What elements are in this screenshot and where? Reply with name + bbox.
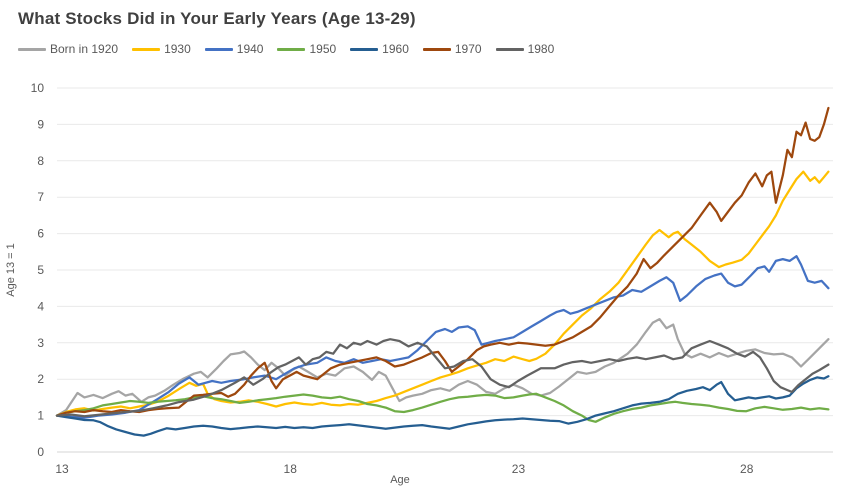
legend-swatch-icon bbox=[18, 47, 46, 51]
legend-swatch-icon bbox=[204, 47, 233, 51]
legend-label: 1960 bbox=[382, 42, 409, 56]
legend-item-1930: 1930 bbox=[132, 42, 191, 56]
legend-item-1950: 1950 bbox=[277, 42, 336, 56]
legend-swatch-icon bbox=[132, 47, 161, 51]
y-tick-label-7: 7 bbox=[37, 190, 44, 204]
legend-swatch-icon bbox=[422, 47, 451, 51]
legend-label: 1970 bbox=[454, 42, 482, 56]
y-tick-label-4: 4 bbox=[37, 299, 44, 313]
legend-label: 1930 bbox=[164, 42, 191, 56]
x-tick-label-18: 18 bbox=[284, 462, 298, 476]
legend-swatch-icon bbox=[277, 47, 306, 51]
y-tick-label-8: 8 bbox=[37, 154, 44, 168]
x-axis-title: Age bbox=[390, 474, 410, 486]
legend-swatch-icon bbox=[495, 47, 524, 51]
legend-item-1940: 1940 bbox=[204, 42, 264, 56]
legend-item-1970: 1970 bbox=[422, 42, 482, 56]
y-tick-label-5: 5 bbox=[37, 263, 44, 277]
x-tick-label-13: 13 bbox=[55, 462, 69, 476]
legend-label: 1950 bbox=[309, 42, 337, 56]
legend-label: 1980 bbox=[527, 42, 555, 56]
x-tick-label-28: 28 bbox=[740, 462, 754, 476]
y-tick-label-6: 6 bbox=[37, 227, 44, 241]
chart-title: What Stocks Did in Your Early Years (Age… bbox=[18, 9, 416, 28]
legend-swatch-icon bbox=[350, 47, 379, 51]
legend-item-1980: 1980 bbox=[495, 42, 555, 56]
y-tick-label-9: 9 bbox=[37, 117, 44, 131]
y-tick-label-1: 1 bbox=[37, 409, 44, 423]
legend-label: 1940 bbox=[236, 42, 264, 56]
series-line-1950 bbox=[55, 392, 830, 423]
legend-item-1960: 1960 bbox=[350, 42, 409, 56]
y-axis-title: Age 13 = 1 bbox=[5, 243, 17, 297]
y-tick-label-2: 2 bbox=[37, 372, 44, 386]
y-tick-label-3: 3 bbox=[37, 336, 44, 350]
series-line-born-in-1920 bbox=[55, 317, 830, 417]
x-tick-label-23: 23 bbox=[512, 462, 526, 476]
legend-item-born-in-1920: Born in 1920 bbox=[18, 42, 118, 56]
series-line-1980 bbox=[55, 338, 830, 418]
series-line-1960 bbox=[55, 375, 830, 437]
y-tick-label-0: 0 bbox=[37, 445, 44, 459]
y-tick-label-10: 10 bbox=[31, 81, 45, 95]
legend-label: Born in 1920 bbox=[50, 42, 119, 56]
chart-legend: Born in 1920 1930 1940 1950 1960 1970 1980 bbox=[18, 42, 554, 56]
series-line-1940 bbox=[55, 255, 830, 419]
